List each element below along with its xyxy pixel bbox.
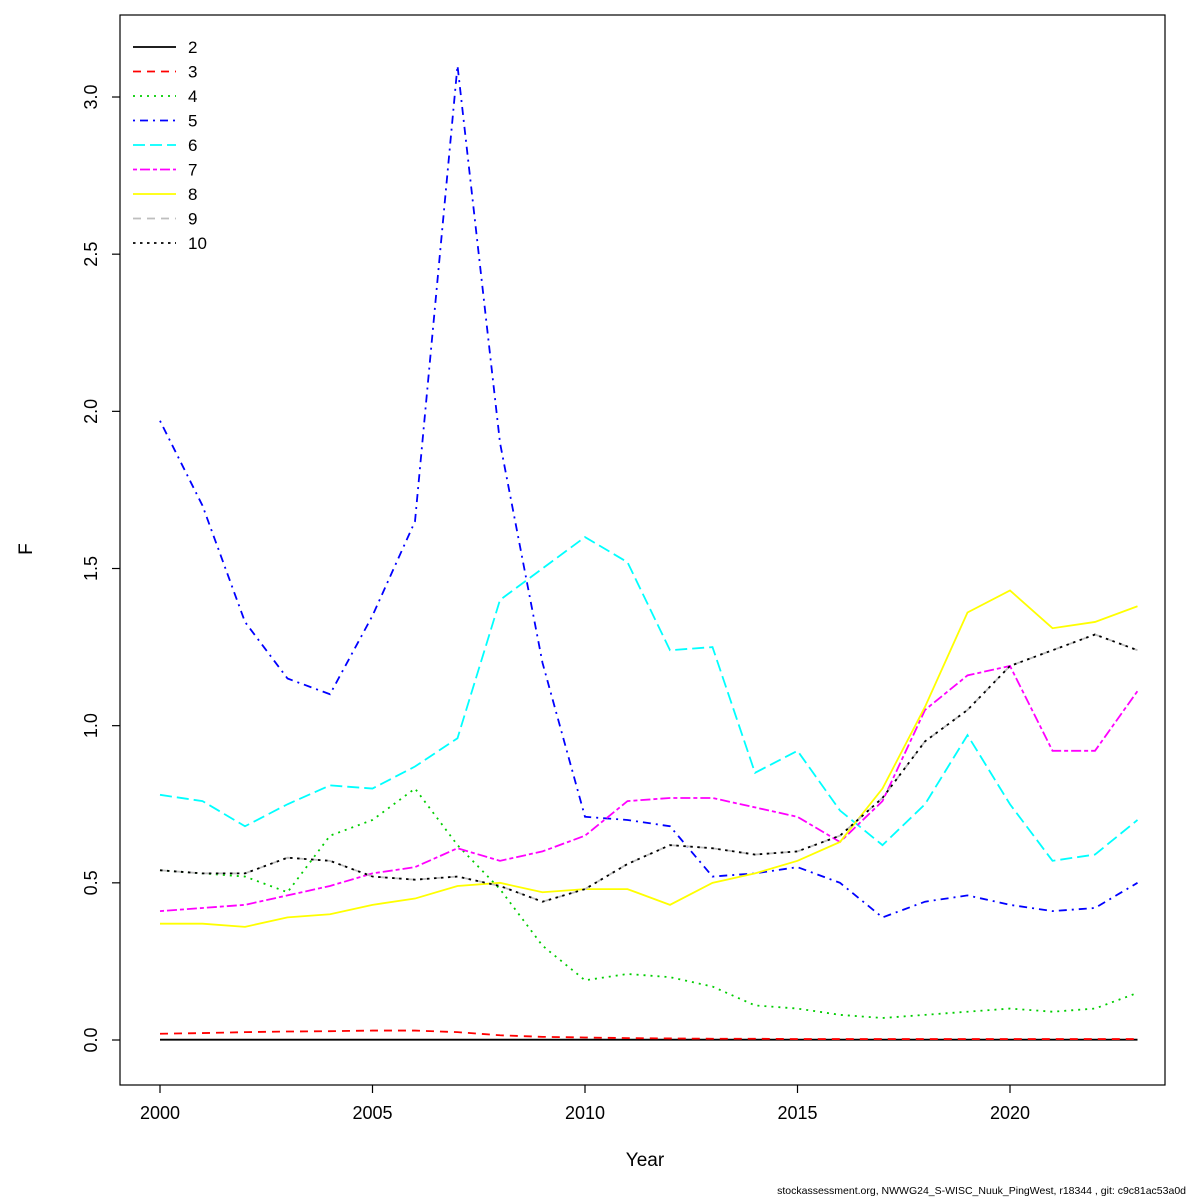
- x-tick-label: 2010: [565, 1103, 605, 1123]
- series-line-6: [159, 535, 1139, 862]
- x-tick-label: 2015: [777, 1103, 817, 1123]
- y-tick-label: 2.0: [81, 399, 101, 424]
- y-tick-label: 0.0: [81, 1027, 101, 1052]
- legend-label-10: 10: [188, 234, 207, 253]
- plot-box: [119, 14, 1166, 1086]
- legend-label-4: 4: [188, 87, 197, 106]
- series-line-4: [159, 787, 1138, 1019]
- legend-label-7: 7: [188, 161, 197, 180]
- x-axis-title: Year: [625, 1150, 665, 1171]
- series-line-9: [159, 633, 1138, 903]
- legend-label-3: 3: [188, 63, 197, 82]
- y-tick-label: 3.0: [81, 84, 101, 109]
- legend-label-8: 8: [188, 185, 197, 204]
- x-tick-label: 2000: [140, 1103, 180, 1123]
- y-axis-title: F: [16, 543, 37, 555]
- series-line-7: [159, 664, 1139, 913]
- series-line-3: [159, 1029, 1138, 1040]
- footer-attribution: stockassessment.org, NWWG24_S-WISC_Nuuk_…: [777, 1185, 1186, 1197]
- series-line-5: [159, 65, 1138, 919]
- y-tick-label: 1.0: [81, 713, 101, 738]
- legend-label-6: 6: [188, 136, 197, 155]
- legend-label-5: 5: [188, 112, 197, 131]
- legend-label-2: 2: [188, 38, 197, 57]
- series-line-8: [160, 589, 1138, 928]
- x-tick-label: 2005: [352, 1103, 392, 1123]
- y-tick-label: 2.5: [81, 242, 101, 267]
- x-tick-label: 2020: [990, 1103, 1030, 1123]
- y-tick-label: 0.5: [81, 870, 101, 895]
- series-line-10: [159, 633, 1138, 903]
- y-tick-label: 1.5: [81, 556, 101, 581]
- legend-label-9: 9: [188, 210, 197, 229]
